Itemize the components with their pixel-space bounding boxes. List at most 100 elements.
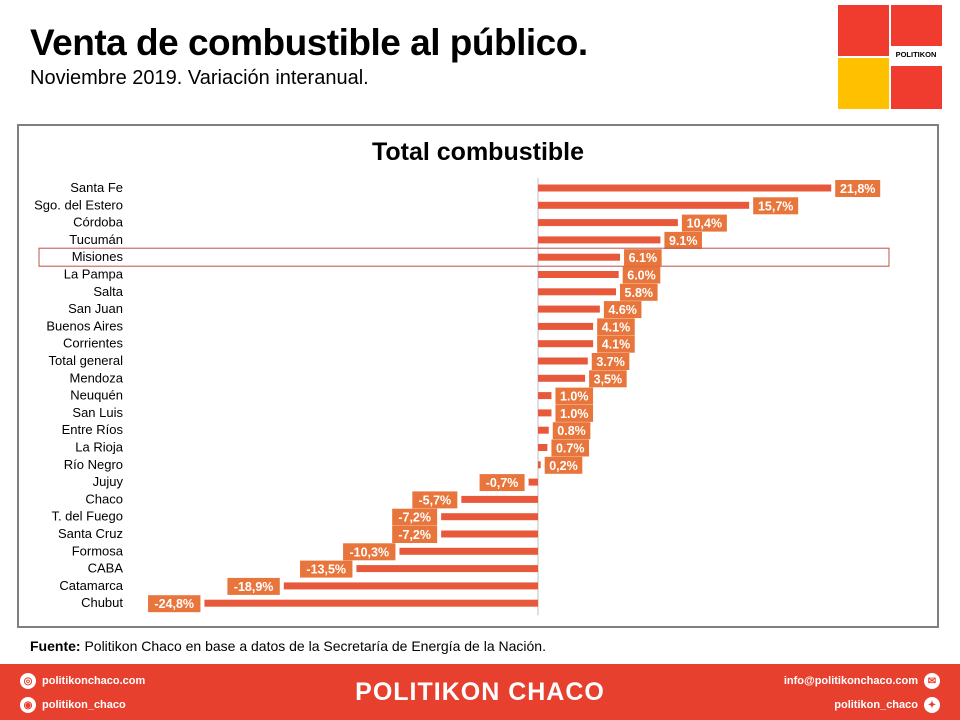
data-label: -7,2% [398,511,431,525]
footer-email[interactable]: info@politikonchaco.com ✉ [784,673,940,689]
data-label: 4.1% [602,320,631,334]
data-label-bg [148,595,201,613]
data-label: 1.0% [560,390,589,404]
politikon-logo: POLITIKON [838,5,942,109]
logo-square-bottom-right [891,66,942,109]
category-label: Chaco [85,491,123,506]
bar [204,599,538,607]
bar [538,219,678,227]
page-subtitle: Noviembre 2019. Variación interanual. [30,67,369,89]
data-label-bg [664,231,702,249]
footer-twitter[interactable]: politikon_chaco ✦ [834,697,940,713]
category-label: T. del Fuego [51,509,123,524]
data-label-bg [753,197,799,215]
category-label: Santa Cruz [58,526,123,541]
bar [356,565,538,573]
data-label-bg [227,577,280,595]
category-label: Río Negro [64,457,123,472]
category-label: Mendoza [70,370,124,385]
data-label: 4.6% [608,303,637,317]
data-label: 4.1% [602,338,631,352]
data-label: 0,2% [549,459,578,473]
category-label: CABA [88,561,124,576]
source-text: Politikon Chaco en base a datos de la Se… [80,638,546,654]
data-label: 10,4% [687,217,722,231]
bar [538,392,552,400]
data-label-bg [551,439,590,457]
footer-brand: POLITIKON CHACO [355,678,605,706]
data-label-bg [622,266,661,284]
category-label: Córdoba [73,215,124,230]
data-label: 0.7% [556,442,585,456]
footer-bar: ◎ politikonchaco.com ◉ politikon_chaco P… [0,664,960,720]
highlight-box [38,247,890,267]
data-label-bg [681,214,727,232]
bar-chart: Santa Fe 21,8% Sgo. del Estero 15,7% Córdoba… [34,178,890,616]
data-label: -0,7% [486,476,519,490]
source-note: Fuente: Politikon Chaco en base a datos … [30,638,546,654]
category-label: Santa Fe [70,180,123,195]
data-label-bg [555,404,594,422]
logo-text: POLITIKON [895,50,937,59]
data-label-bg [412,491,458,509]
data-label-bg [343,543,396,561]
bar [538,271,619,278]
category-label: Entre Ríos [62,422,124,437]
category-label: Misiones [72,249,124,264]
category-label: Tucumán [69,232,123,247]
category-label: Corrientes [63,336,123,351]
data-label: -13,5% [306,563,346,577]
data-label: 6.0% [627,269,656,283]
data-label-bg [624,249,662,267]
data-label: 15,7% [758,199,793,213]
globe-icon: ◎ [20,673,36,689]
category-label: Neuquén [70,388,123,403]
data-label-bg [620,283,658,301]
footer-website-text: politikonchaco.com [42,675,146,687]
page-title: Venta de combustible al público. [30,22,588,63]
data-label: 6.1% [629,251,658,265]
data-label-bg [555,387,594,405]
bar [538,288,617,296]
category-label: Sgo. del Estero [34,197,123,212]
category-label: Chubut [81,595,123,610]
twitter-icon: ✦ [924,697,940,713]
category-label: Salta [93,284,123,299]
data-label: 5.8% [625,286,654,300]
category-label: Total general [49,353,124,368]
logo-square-bottom-left [838,58,889,109]
data-label-bg [591,353,630,370]
data-label-bg [479,474,525,492]
footer-email-text: info@politikonchaco.com [783,675,918,687]
source-label: Fuente: [30,638,81,654]
chart-panel: Total combustible Santa Fe 21,8% Sgo. del … [17,124,939,628]
data-label-bg [589,370,627,388]
bar [441,513,538,521]
category-label: San Luis [72,405,123,420]
instagram-icon: ◉ [20,697,36,713]
footer-instagram[interactable]: ◉ politikon_chaco [20,697,126,713]
footer-twitter-text: politikon_chaco [834,699,918,711]
bar [538,253,621,261]
bar [399,547,538,555]
data-label-bg [597,335,635,353]
bar [283,582,538,590]
data-label: -10,3% [349,545,389,559]
data-label: -24,8% [154,597,194,611]
bar [538,374,586,382]
logo-square-top-left [838,5,889,56]
data-label: -5,7% [419,493,452,507]
data-label: 3.7% [596,355,625,369]
bar [538,461,541,469]
bar [538,409,552,417]
data-label-bg [603,301,642,319]
data-label: -18,9% [234,580,274,594]
bar [538,444,548,451]
data-label: 9.1% [669,234,698,248]
data-label-bg [392,526,438,543]
data-label-bg [835,180,881,197]
category-label: Buenos Aires [46,318,123,333]
footer-instagram-text: politikon_chaco [42,699,126,711]
footer-website[interactable]: ◎ politikonchaco.com [20,673,145,689]
bar [538,184,832,192]
